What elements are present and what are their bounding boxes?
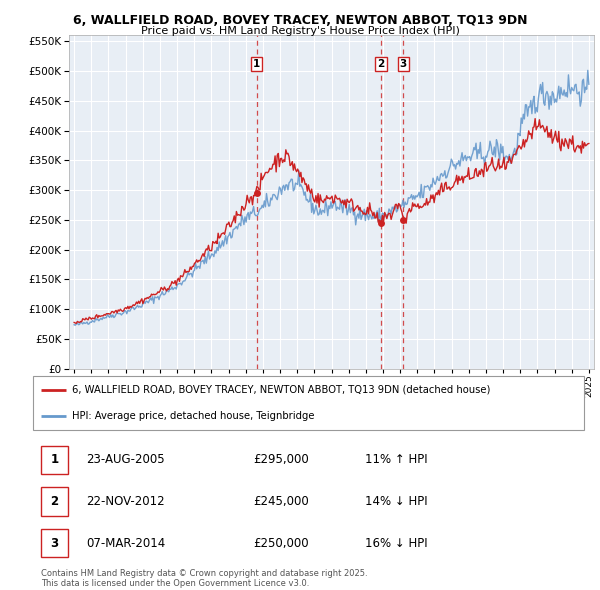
FancyBboxPatch shape	[41, 445, 68, 474]
Text: 2: 2	[50, 495, 59, 508]
Text: Price paid vs. HM Land Registry's House Price Index (HPI): Price paid vs. HM Land Registry's House …	[140, 27, 460, 36]
Point	[252, 188, 262, 198]
FancyBboxPatch shape	[41, 529, 68, 558]
Text: 1: 1	[50, 454, 59, 467]
Text: 07-MAR-2014: 07-MAR-2014	[86, 536, 165, 549]
Text: 16% ↓ HPI: 16% ↓ HPI	[365, 536, 427, 549]
Text: 14% ↓ HPI: 14% ↓ HPI	[365, 495, 427, 508]
Text: 3: 3	[400, 59, 407, 68]
Text: 2: 2	[377, 59, 385, 68]
Text: £245,000: £245,000	[253, 495, 309, 508]
Text: 22-NOV-2012: 22-NOV-2012	[86, 495, 164, 508]
Text: £295,000: £295,000	[253, 454, 309, 467]
Text: 6, WALLFIELD ROAD, BOVEY TRACEY, NEWTON ABBOT, TQ13 9DN: 6, WALLFIELD ROAD, BOVEY TRACEY, NEWTON …	[73, 14, 527, 27]
Text: £250,000: £250,000	[253, 536, 309, 549]
FancyBboxPatch shape	[33, 376, 584, 430]
Text: 6, WALLFIELD ROAD, BOVEY TRACEY, NEWTON ABBOT, TQ13 9DN (detached house): 6, WALLFIELD ROAD, BOVEY TRACEY, NEWTON …	[72, 385, 490, 395]
Text: 3: 3	[50, 536, 59, 549]
Text: Contains HM Land Registry data © Crown copyright and database right 2025.
This d: Contains HM Land Registry data © Crown c…	[41, 569, 368, 588]
Text: 1: 1	[253, 59, 260, 68]
FancyBboxPatch shape	[41, 487, 68, 516]
Text: 23-AUG-2005: 23-AUG-2005	[86, 454, 164, 467]
Text: 11% ↑ HPI: 11% ↑ HPI	[365, 454, 427, 467]
Point	[398, 215, 408, 225]
Text: HPI: Average price, detached house, Teignbridge: HPI: Average price, detached house, Teig…	[72, 411, 314, 421]
Point	[376, 218, 386, 228]
